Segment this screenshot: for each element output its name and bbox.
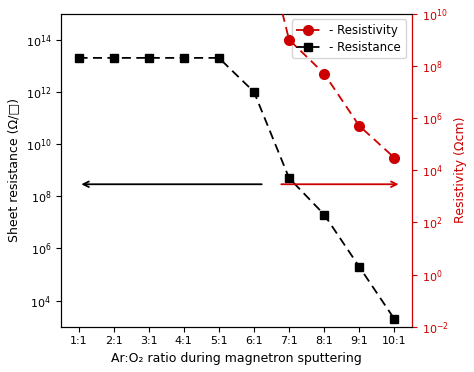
Y-axis label: Resistivity (Ωcm): Resistivity (Ωcm)	[454, 117, 467, 224]
Line: - Resistivity: - Resistivity	[73, 0, 399, 163]
Legend: - Resistivity, - Resistance: - Resistivity, - Resistance	[292, 19, 406, 58]
- Resistance	[356, 264, 362, 269]
Y-axis label: Sheet resistance (Ω/□): Sheet resistance (Ω/□)	[7, 98, 20, 242]
- Resistivity	[286, 38, 292, 42]
- Resistance	[181, 56, 187, 60]
- Resistance	[251, 90, 257, 94]
- Resistance	[321, 212, 327, 217]
- Resistivity	[392, 155, 397, 160]
X-axis label: Ar:O₂ ratio during magnetron sputtering: Ar:O₂ ratio during magnetron sputtering	[111, 352, 362, 365]
- Resistance	[111, 56, 117, 60]
- Resistance	[146, 56, 152, 60]
- Resistance	[216, 56, 222, 60]
- Resistivity	[321, 71, 327, 76]
Line: - Resistance: - Resistance	[75, 54, 398, 323]
- Resistivity	[356, 124, 362, 128]
- Resistance	[392, 317, 397, 321]
- Resistance	[76, 56, 82, 60]
- Resistance	[286, 176, 292, 180]
